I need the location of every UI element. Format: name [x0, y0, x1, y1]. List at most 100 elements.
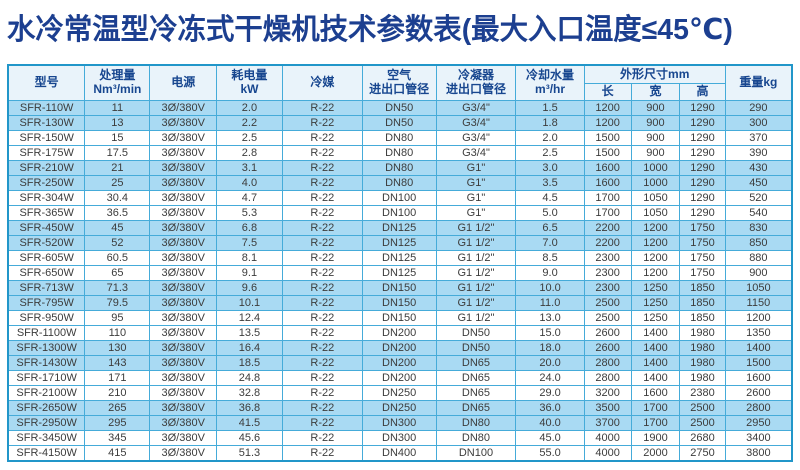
table-cell: SFR-520W — [7, 235, 86, 251]
table-cell: 1900 — [630, 430, 681, 446]
table-cell: R-22 — [281, 355, 363, 371]
table-cell: 210 — [84, 385, 151, 401]
table-cell: G3/4" — [435, 115, 517, 131]
table-cell: 1400 — [630, 370, 681, 386]
table-cell: 40.0 — [515, 415, 585, 431]
table-cell: 3Ø/380V — [149, 145, 218, 161]
table-cell: 1980 — [679, 340, 726, 356]
table-cell: 1250 — [630, 280, 681, 296]
table-cell: 2300 — [583, 280, 632, 296]
table-cell: R-22 — [281, 205, 363, 221]
table-row: SFR-2950W 295 3Ø/380V 41.5 R-22 DN300 DN80 40.0… — [7, 415, 793, 431]
table-cell: DN80 — [361, 160, 437, 176]
table-cell: 900 — [630, 130, 681, 146]
table-cell: R-22 — [281, 175, 363, 191]
table-cell: 900 — [630, 145, 681, 161]
col-header-air-pipe: 空气 进出口管径 — [361, 64, 437, 101]
table-cell: 850 — [724, 235, 793, 251]
table-cell: 2.0 — [515, 130, 585, 146]
table-cell: 1700 — [630, 415, 681, 431]
table-cell: 4.0 — [216, 175, 283, 191]
table-cell: 1750 — [679, 235, 726, 251]
table-cell: SFR-605W — [7, 250, 86, 266]
table-cell: 1000 — [630, 160, 681, 176]
table-cell: 3Ø/380V — [149, 340, 218, 356]
table-cell: 11 — [84, 100, 151, 116]
table-cell: 6.5 — [515, 220, 585, 236]
table-row: SFR-4150W 415 3Ø/380V 51.3 R-22 DN400 DN100 55.… — [7, 445, 793, 462]
table-cell: 18.5 — [216, 355, 283, 371]
table-cell: 1200 — [630, 265, 681, 281]
table-cell: 1200 — [724, 310, 793, 326]
table-cell: 1200 — [583, 115, 632, 131]
table-cell: 17.5 — [84, 145, 151, 161]
table-cell: 2200 — [583, 220, 632, 236]
table-cell: 1200 — [630, 220, 681, 236]
table-cell: DN300 — [361, 430, 437, 446]
table-cell: 1700 — [583, 205, 632, 221]
table-cell: R-22 — [281, 265, 363, 281]
table-cell: 1290 — [679, 205, 726, 221]
table-row: SFR-175W 17.5 3Ø/380V 2.8 R-22 DN80 G3/4" 2.5 15… — [7, 145, 793, 161]
table-cell: 3Ø/380V — [149, 400, 218, 416]
table-cell: 3Ø/380V — [149, 175, 218, 191]
table-cell: 15.0 — [515, 325, 585, 341]
table-cell: 2.5 — [216, 130, 283, 146]
table-cell: 2950 — [724, 415, 793, 431]
table-cell: 60.5 — [84, 250, 151, 266]
table-row: SFR-795W 79.5 3Ø/380V 10.1 R-22 DN150 G1 1/2" 1… — [7, 295, 793, 311]
table-cell: 6.8 — [216, 220, 283, 236]
table-cell: 2800 — [583, 355, 632, 371]
table-cell: DN80 — [361, 130, 437, 146]
table-row: SFR-130W 13 3Ø/380V 2.2 R-22 DN50 G3/4" 1.8 1200… — [7, 115, 793, 131]
table-cell: SFR-3450W — [7, 430, 86, 446]
table-cell: 1290 — [679, 160, 726, 176]
table-cell: 3Ø/380V — [149, 280, 218, 296]
table-cell: 2.8 — [216, 145, 283, 161]
table-cell: DN200 — [361, 355, 437, 371]
spec-table-body: SFR-110W 11 3Ø/380V 2.0 R-22 DN50 G3/4" 1.5 1200… — [7, 100, 793, 462]
table-cell: DN65 — [435, 400, 517, 416]
table-cell: 1600 — [583, 160, 632, 176]
table-cell: 3.0 — [515, 160, 585, 176]
table-cell: DN125 — [361, 235, 437, 251]
col-header-capacity: 处理量 Nm³/min — [84, 64, 151, 101]
table-cell: 24.0 — [515, 370, 585, 386]
table-cell: R-22 — [281, 235, 363, 251]
table-cell: DN80 — [361, 145, 437, 161]
table-cell: G3/4" — [435, 100, 517, 116]
table-cell: 1600 — [630, 385, 681, 401]
table-cell: G1 1/2" — [435, 220, 517, 236]
table-cell: 900 — [630, 100, 681, 116]
table-cell: 2600 — [724, 385, 793, 401]
table-row: SFR-3450W 345 3Ø/380V 45.6 R-22 DN300 DN80 45.0… — [7, 430, 793, 446]
table-row: SFR-110W 11 3Ø/380V 2.0 R-22 DN50 G3/4" 1.5 1200… — [7, 100, 793, 116]
table-cell: 1150 — [724, 295, 793, 311]
table-cell: 3Ø/380V — [149, 130, 218, 146]
table-cell: DN150 — [361, 295, 437, 311]
table-cell: 11.0 — [515, 295, 585, 311]
col-header-weight: 重量kg — [724, 64, 793, 101]
table-cell: 1.8 — [515, 115, 585, 131]
table-cell: 390 — [724, 145, 793, 161]
table-cell: 1200 — [583, 100, 632, 116]
table-row: SFR-2650W 265 3Ø/380V 36.8 R-22 DN250 DN65 36.0… — [7, 400, 793, 416]
table-cell: 1850 — [679, 295, 726, 311]
table-cell: 4000 — [583, 430, 632, 446]
table-cell: DN250 — [361, 385, 437, 401]
table-cell: 2600 — [583, 325, 632, 341]
table-cell: 3.1 — [216, 160, 283, 176]
col-header-dimensions: 外形尺寸mm — [583, 64, 726, 84]
col-header-power: 电源 — [149, 64, 218, 101]
table-cell: SFR-210W — [7, 160, 86, 176]
spec-table: 型号 处理量 Nm³/min 电源 耗电量 kW 冷媒 空气 进出口管径 冷凝器 进出口… — [7, 64, 793, 462]
table-cell: 1600 — [583, 175, 632, 191]
table-cell: DN80 — [435, 415, 517, 431]
table-row: SFR-365W 36.5 3Ø/380V 5.3 R-22 DN100 G1" 5.0 170… — [7, 205, 793, 221]
col-header-consumption: 耗电量 kW — [216, 64, 283, 101]
table-cell: 3400 — [724, 430, 793, 446]
table-cell: 24.8 — [216, 370, 283, 386]
table-cell: 2380 — [679, 385, 726, 401]
table-cell: 3Ø/380V — [149, 265, 218, 281]
